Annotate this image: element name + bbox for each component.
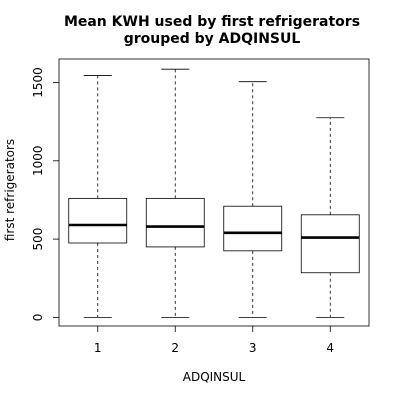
x-axis-label: ADQINSUL: [183, 370, 246, 384]
x-tick-label-1: 1: [94, 341, 102, 355]
plot-frame: [58, 58, 370, 327]
y-tick-label-1500: 1500: [31, 67, 45, 98]
boxes-group: [68, 68, 360, 318]
y-tick-label-1000: 1000: [31, 146, 45, 177]
iqr-box-1: [68, 197, 128, 244]
box-group-4: [300, 117, 360, 318]
x-tick-label-2: 2: [171, 341, 179, 355]
box-group-1: [68, 75, 128, 318]
chart-title-line-1: Mean KWH used by first refrigerators: [64, 14, 360, 30]
y-axis: 0 500 1000 1500: [31, 67, 59, 321]
x-tick-label-4: 4: [326, 341, 334, 355]
iqr-box-3: [223, 205, 283, 252]
box-group-2: [145, 68, 205, 318]
box-group-3: [223, 81, 283, 318]
y-tick-label-500: 500: [31, 228, 45, 251]
iqr-box-2: [145, 197, 205, 248]
x-tick-label-3: 3: [249, 341, 257, 355]
x-axis: 1 2 3 4: [94, 326, 334, 355]
y-tick-label-0: 0: [31, 314, 45, 322]
iqr-box-4: [300, 214, 360, 274]
chart-title-line-2: grouped by ADQINSUL: [124, 31, 301, 47]
y-axis-label: first refrigerators: [3, 139, 17, 241]
